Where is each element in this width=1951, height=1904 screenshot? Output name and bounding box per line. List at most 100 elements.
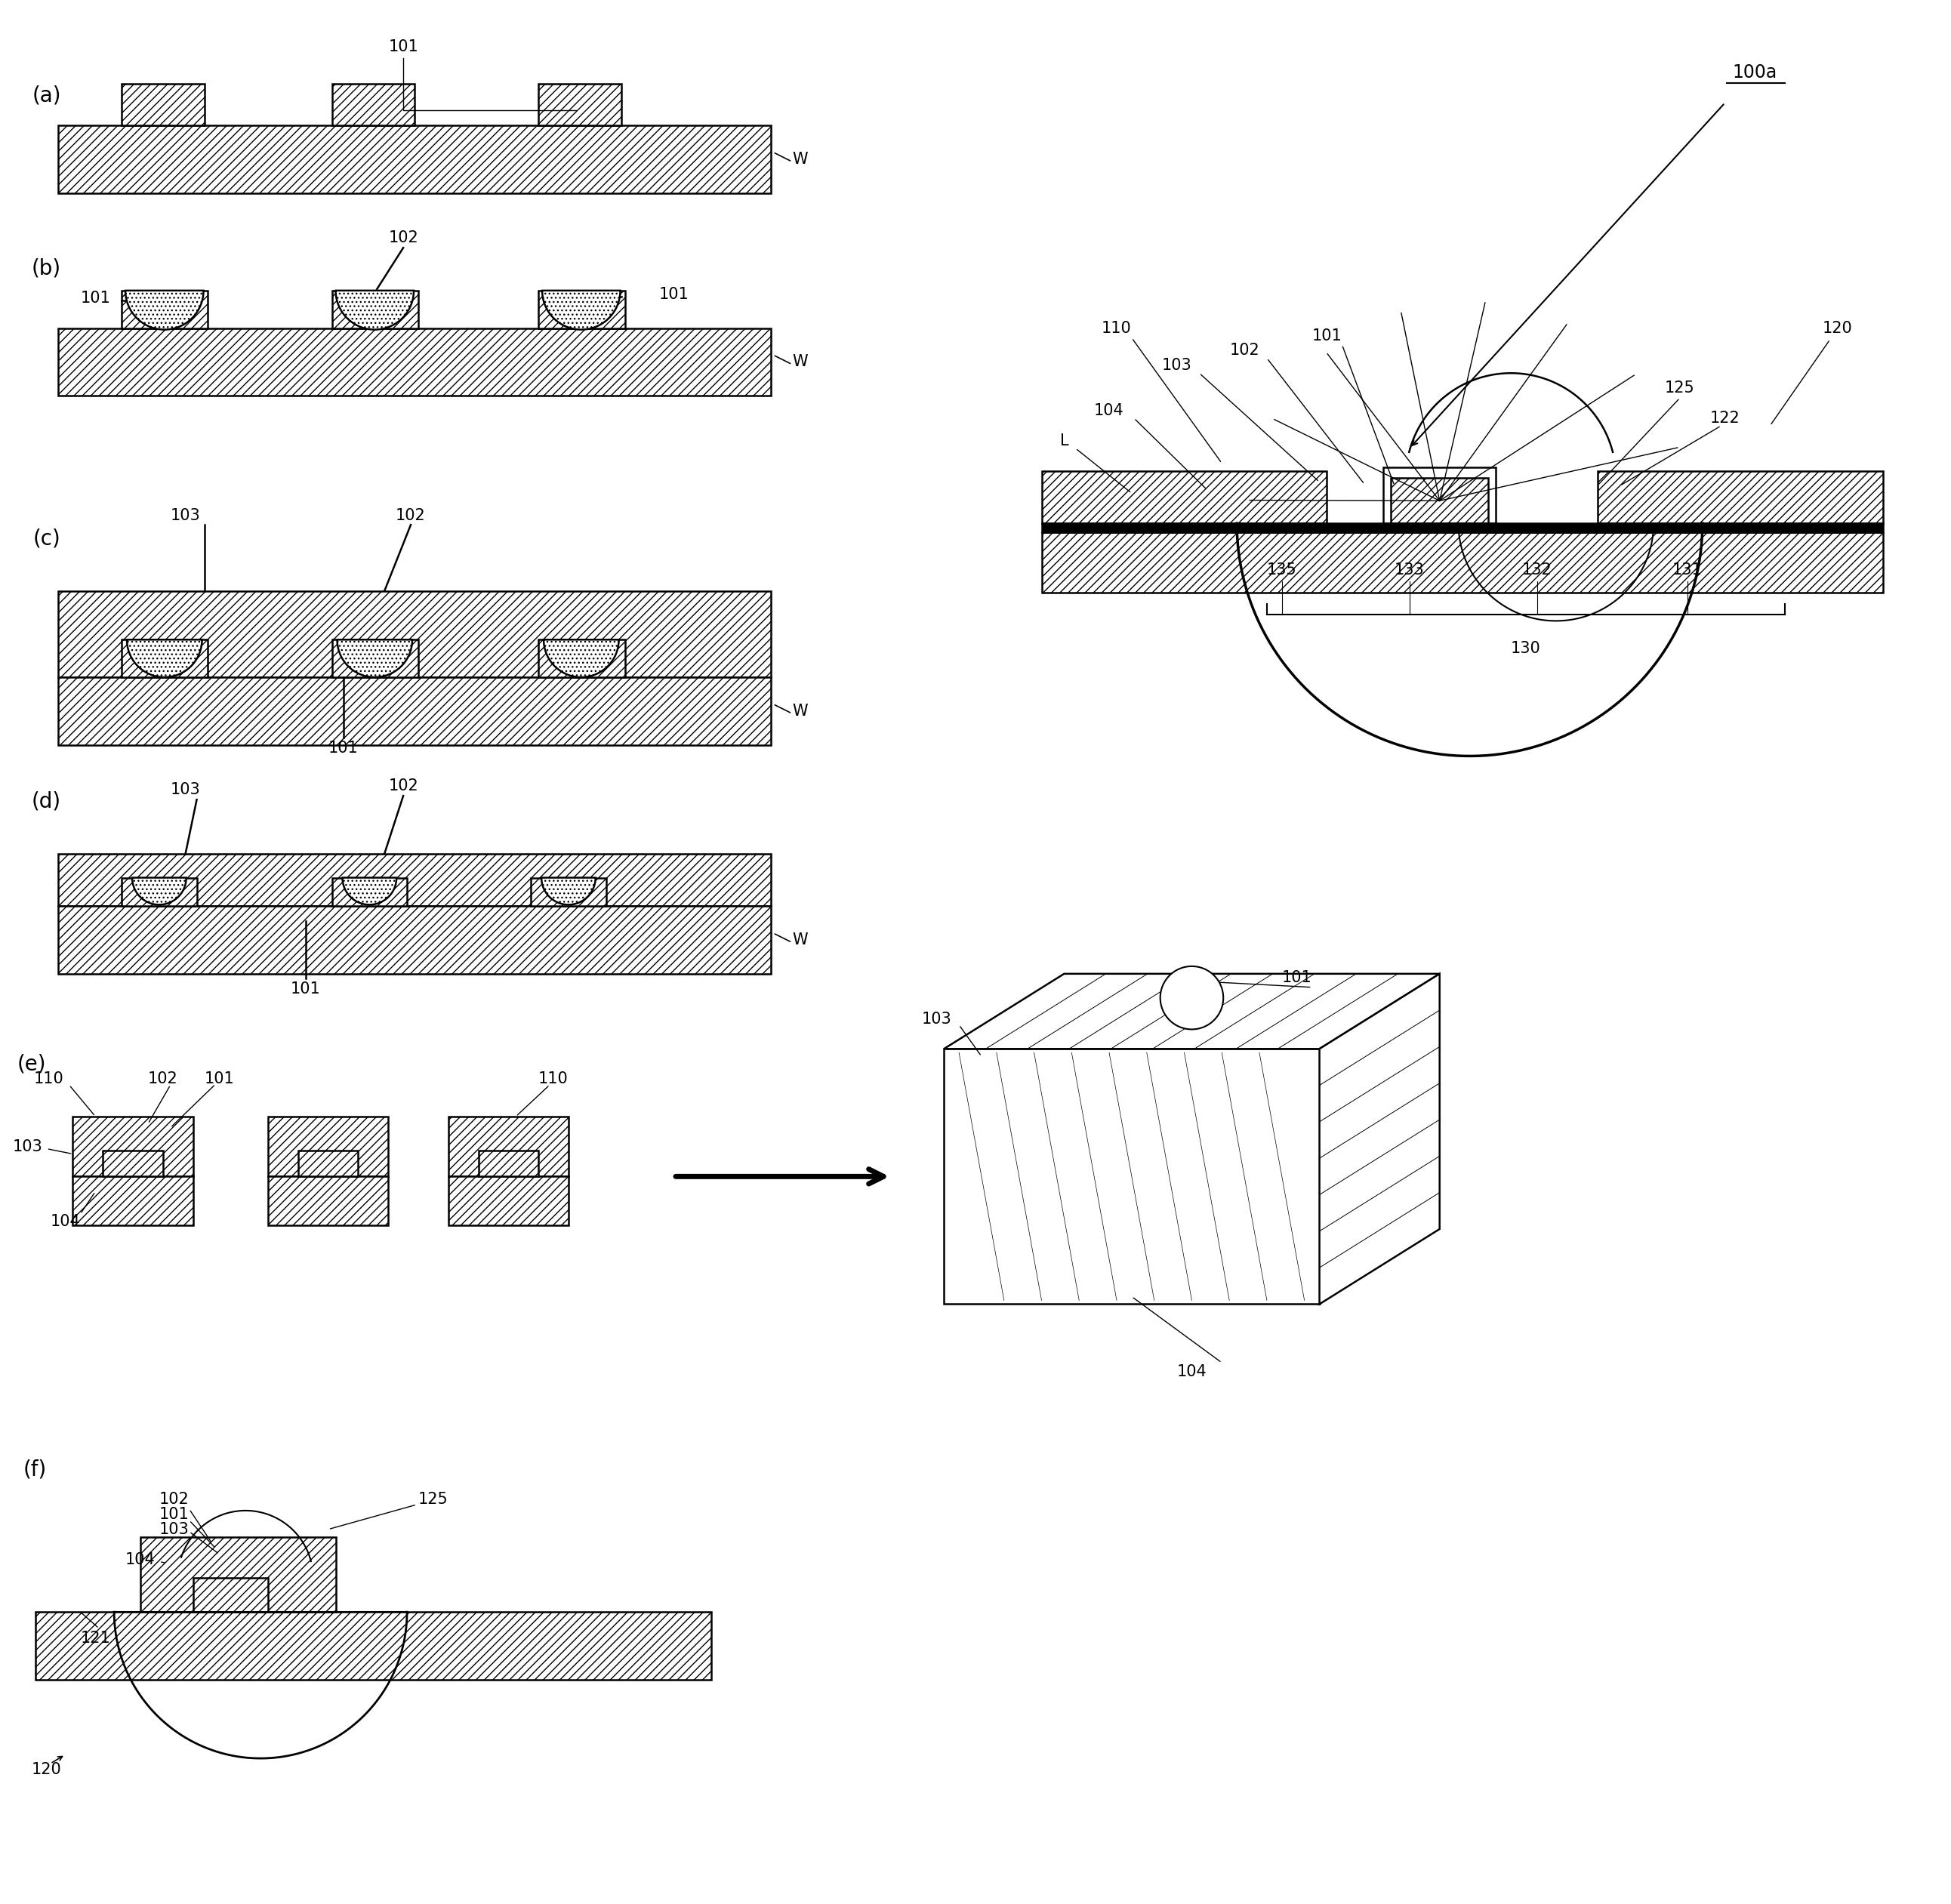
Text: 103: 103 bbox=[14, 1139, 43, 1154]
Text: W: W bbox=[792, 152, 808, 168]
Bar bbox=[299, 1150, 359, 1177]
Polygon shape bbox=[542, 291, 620, 329]
Bar bbox=[35, 1613, 712, 1679]
Text: (b): (b) bbox=[31, 257, 60, 278]
Bar bbox=[1391, 478, 1489, 524]
Text: W: W bbox=[792, 703, 808, 718]
Text: 101: 101 bbox=[160, 1506, 189, 1521]
Text: 102: 102 bbox=[396, 508, 425, 524]
Text: L: L bbox=[1059, 432, 1069, 447]
Bar bbox=[140, 1537, 336, 1613]
Bar bbox=[449, 1177, 568, 1226]
Text: 102: 102 bbox=[388, 779, 418, 794]
Bar bbox=[59, 906, 771, 973]
Polygon shape bbox=[944, 973, 1440, 1049]
Bar bbox=[103, 1150, 164, 1177]
Bar bbox=[59, 590, 771, 678]
Bar bbox=[332, 878, 408, 906]
Bar bbox=[193, 1578, 267, 1613]
Polygon shape bbox=[944, 1049, 1319, 1304]
Bar bbox=[1042, 470, 1327, 524]
Polygon shape bbox=[1319, 973, 1440, 1304]
Polygon shape bbox=[542, 878, 595, 904]
Text: (c): (c) bbox=[33, 527, 60, 548]
Bar bbox=[1042, 524, 1883, 533]
Text: 110: 110 bbox=[538, 1072, 568, 1087]
Polygon shape bbox=[125, 291, 203, 329]
Bar bbox=[1598, 470, 1883, 524]
Text: 131: 131 bbox=[1672, 562, 1703, 577]
Polygon shape bbox=[544, 640, 618, 678]
Text: (d): (d) bbox=[31, 790, 60, 811]
Bar bbox=[59, 678, 771, 744]
Bar bbox=[267, 1177, 388, 1226]
Text: 110: 110 bbox=[1102, 320, 1132, 335]
Bar bbox=[59, 853, 771, 906]
Bar bbox=[1383, 466, 1496, 524]
Text: 122: 122 bbox=[1709, 411, 1740, 426]
Text: 125: 125 bbox=[418, 1491, 449, 1506]
Bar bbox=[121, 878, 197, 906]
Bar bbox=[121, 84, 205, 126]
Bar bbox=[72, 1177, 193, 1226]
Bar bbox=[332, 640, 418, 678]
Bar bbox=[121, 640, 209, 678]
Polygon shape bbox=[336, 291, 414, 329]
Bar bbox=[1169, 998, 1214, 1019]
Bar bbox=[72, 1116, 193, 1177]
Text: 104: 104 bbox=[51, 1215, 80, 1230]
Text: 104: 104 bbox=[125, 1552, 156, 1567]
Text: W: W bbox=[792, 354, 808, 369]
Text: (a): (a) bbox=[31, 86, 60, 107]
Text: 103: 103 bbox=[170, 783, 201, 798]
Text: 102: 102 bbox=[1161, 981, 1192, 996]
Text: 100a: 100a bbox=[1732, 63, 1777, 82]
Text: 120: 120 bbox=[31, 1761, 62, 1776]
Text: 135: 135 bbox=[1266, 562, 1297, 577]
Bar bbox=[332, 291, 418, 327]
Text: 101: 101 bbox=[291, 981, 320, 996]
Text: 110: 110 bbox=[33, 1072, 64, 1087]
Bar bbox=[531, 878, 607, 906]
Bar bbox=[538, 640, 624, 678]
Text: 120: 120 bbox=[1822, 320, 1853, 335]
Text: 101: 101 bbox=[1282, 969, 1311, 984]
Bar bbox=[59, 126, 771, 192]
Text: 102: 102 bbox=[148, 1072, 178, 1087]
Text: 103: 103 bbox=[170, 508, 201, 524]
Text: 133: 133 bbox=[1395, 562, 1424, 577]
Polygon shape bbox=[343, 878, 396, 904]
Text: 102: 102 bbox=[388, 230, 418, 246]
Text: W: W bbox=[792, 933, 808, 948]
Text: 103: 103 bbox=[1161, 358, 1192, 373]
Text: 102: 102 bbox=[160, 1491, 189, 1506]
Bar bbox=[478, 1150, 538, 1177]
Bar bbox=[538, 291, 624, 327]
Text: 130: 130 bbox=[1510, 642, 1541, 657]
Polygon shape bbox=[338, 640, 412, 678]
Text: 101: 101 bbox=[80, 291, 111, 307]
Text: 103: 103 bbox=[160, 1521, 189, 1537]
Bar bbox=[121, 291, 209, 327]
Text: 102: 102 bbox=[1229, 343, 1258, 358]
Text: (f): (f) bbox=[23, 1458, 47, 1479]
Text: 103: 103 bbox=[921, 1011, 952, 1026]
Text: 125: 125 bbox=[1664, 381, 1695, 396]
Text: 132: 132 bbox=[1522, 562, 1553, 577]
Text: 101: 101 bbox=[328, 741, 359, 756]
Circle shape bbox=[1161, 965, 1223, 1030]
Text: 101: 101 bbox=[1311, 327, 1342, 343]
Bar bbox=[538, 84, 620, 126]
Text: 104: 104 bbox=[1176, 1363, 1208, 1378]
Text: 101: 101 bbox=[388, 38, 418, 53]
Bar bbox=[1042, 533, 1883, 592]
Text: 121: 121 bbox=[80, 1630, 111, 1645]
Bar bbox=[267, 1116, 388, 1177]
Bar bbox=[59, 327, 771, 396]
Bar bbox=[332, 84, 414, 126]
Polygon shape bbox=[127, 640, 203, 678]
Bar bbox=[449, 1116, 568, 1177]
Text: 104: 104 bbox=[1095, 404, 1124, 419]
Text: 101: 101 bbox=[659, 288, 689, 303]
Polygon shape bbox=[133, 878, 185, 904]
